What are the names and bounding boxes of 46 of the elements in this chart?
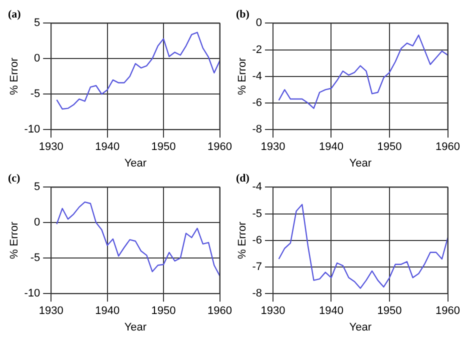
y-tick-label: -6 — [252, 234, 262, 246]
y-axis-title: % Error — [8, 221, 21, 260]
x-tick-label: 1960 — [436, 141, 460, 154]
chart-title: (d) — [236, 172, 250, 184]
chart-title: (c) — [8, 172, 21, 184]
x-tick-label: 1940 — [95, 305, 120, 318]
y-tick-label: -8 — [252, 288, 262, 300]
x-tick-label: 1950 — [377, 141, 402, 154]
y-tick-label: 0 — [34, 52, 40, 65]
y-tick-label: -2 — [252, 44, 262, 56]
y-tick-label: -6 — [252, 97, 262, 110]
x-axis-title: Year — [124, 157, 147, 170]
x-tick-label: 1950 — [151, 305, 176, 318]
y-tick-label: -8 — [252, 124, 262, 136]
y-tick-label: -4 — [252, 70, 262, 82]
x-tick-label: 1950 — [377, 305, 402, 318]
x-tick-label: 1960 — [208, 141, 232, 154]
chart-title: (a) — [8, 8, 22, 20]
x-tick-label: 1940 — [319, 305, 344, 318]
chart-title: (b) — [236, 8, 250, 20]
y-tick-label: 0 — [34, 216, 40, 229]
x-tick-label: 1950 — [151, 141, 176, 154]
x-tick-label: 1930 — [260, 141, 286, 154]
y-tick-label: 0 — [256, 17, 262, 30]
y-tick-label: 5 — [34, 17, 40, 30]
y-tick-label: -7 — [252, 261, 262, 274]
x-axis-title: Year — [349, 157, 372, 170]
y-tick-label: -5 — [252, 208, 262, 220]
x-tick-label: 1940 — [319, 141, 344, 154]
y-tick-label: -4 — [252, 181, 262, 194]
y-tick-label: -10 — [24, 288, 40, 300]
y-axis-title: % Error — [8, 57, 21, 96]
x-tick-label: 1940 — [95, 141, 120, 154]
y-axis-title: % Error — [236, 57, 249, 96]
x-tick-label: 1930 — [260, 305, 286, 318]
y-tick-label: -10 — [24, 124, 40, 136]
x-axis-title: Year — [349, 321, 372, 334]
x-tick-label: 1930 — [38, 305, 64, 318]
y-tick-label: -5 — [30, 252, 40, 264]
y-axis-title: % Error — [236, 221, 249, 260]
y-tick-label: 5 — [34, 181, 40, 194]
x-tick-label: 1930 — [38, 141, 64, 154]
x-axis-title: Year — [124, 321, 147, 334]
x-tick-label: 1960 — [436, 305, 460, 318]
y-tick-label: -5 — [30, 88, 40, 100]
x-tick-label: 1960 — [208, 305, 232, 318]
